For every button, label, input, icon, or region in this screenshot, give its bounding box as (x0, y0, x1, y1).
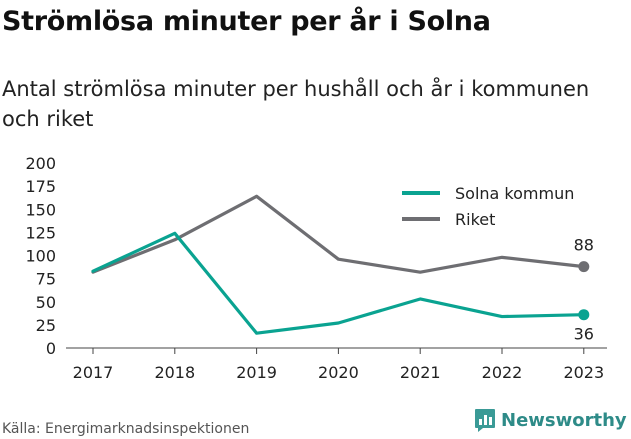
series-end-marker-solna (578, 309, 590, 321)
legend-box (392, 178, 597, 234)
x-tick-label: 2021 (400, 363, 441, 382)
y-tick-label: 175 (25, 177, 56, 196)
y-tick-label: 100 (25, 247, 56, 266)
x-tick-label: 2018 (154, 363, 195, 382)
chart-title: Strömlösa minuter per år i Solna (2, 6, 491, 37)
data-label-solna-2023: 36 (574, 325, 594, 344)
series-line-riket (91, 194, 586, 274)
y-tick-label: 200 (25, 154, 56, 173)
legend-label-solna: Solna kommun (455, 184, 574, 203)
x-tick-label: 2019 (236, 363, 277, 382)
chart-subtitle: Antal strömlösa minuter per hushåll och … (2, 77, 590, 131)
y-tick-label: 75 (36, 270, 56, 289)
y-tick-label: 150 (25, 200, 56, 219)
newsworthy-logo-icon (474, 408, 496, 432)
legend-label-riket: Riket (455, 210, 495, 229)
series-line-solna (91, 231, 586, 335)
x-tick-label: 2017 (73, 363, 114, 382)
x-tick-label: 2023 (563, 363, 604, 382)
y-tick-label: 25 (36, 316, 56, 335)
y-tick-label: 125 (25, 223, 56, 242)
newsworthy-brand[interactable]: Newsworthy (474, 408, 627, 432)
data-label-riket-2023: 88 (574, 236, 594, 255)
x-tick-label: 2020 (318, 363, 359, 382)
series-end-marker-riket (578, 261, 590, 273)
x-tick-label: 2022 (482, 363, 523, 382)
source-note: Källa: Energimarknadsinspektionen (2, 421, 250, 437)
y-tick-label: 50 (36, 293, 56, 312)
y-tick-label: 0 (46, 339, 56, 358)
brand-name: Newsworthy (501, 409, 627, 431)
